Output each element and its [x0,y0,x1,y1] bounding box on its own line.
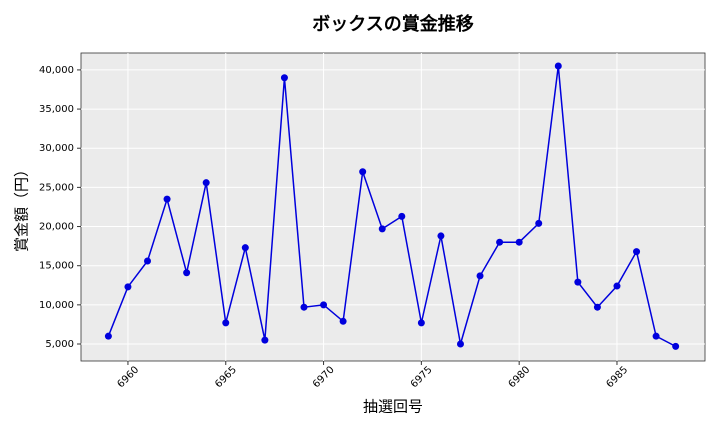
data-point [593,303,601,311]
x-tick-label: 6965 [213,364,239,390]
x-tick-label: 6985 [604,364,630,390]
data-point [261,336,269,344]
data-point [378,225,386,233]
data-point [339,317,347,325]
y-tick-label: 40,000 [39,65,74,76]
data-line [107,65,677,348]
x-tick-label: 6975 [409,364,435,390]
x-axis-label: 抽選回号 [363,398,423,416]
data-point [320,301,328,309]
y-tick-label: 15,000 [39,261,74,272]
y-tick-label: 35,000 [39,104,74,115]
data-point [672,342,680,350]
data-point [202,179,210,187]
data-point [417,319,425,327]
y-tick-label: 20,000 [39,222,74,233]
data-point [515,238,523,246]
plot-area [80,52,706,362]
x-tick-label: 6960 [115,364,141,390]
data-point [456,340,464,348]
x-tick-label: 6980 [507,364,533,390]
data-point [574,278,582,286]
data-point [300,303,308,311]
y-tick-label: 10,000 [39,300,74,311]
data-point [144,257,152,265]
data-point [241,244,249,252]
y-tick-label: 25,000 [39,182,74,193]
data-point [476,272,484,280]
data-point [183,269,191,277]
data-point [163,195,171,203]
data-point [496,238,504,246]
data-point [437,232,445,240]
data-point [359,168,367,176]
data-point [280,74,288,82]
data-point [652,332,660,340]
chart-title: ボックスの賞金推移 [312,13,473,35]
data-point [398,212,406,220]
y-tick-label: 30,000 [39,143,74,154]
data-point [222,319,230,327]
data-point [633,248,641,256]
data-point [535,219,543,227]
data-point [124,283,132,291]
x-tick-label: 6970 [311,364,337,390]
data-point [104,332,112,340]
y-tick-label: 5,000 [45,339,74,350]
data-point [613,282,621,290]
data-point [554,62,562,70]
y-axis-label: 賞金額（円） [13,162,31,252]
